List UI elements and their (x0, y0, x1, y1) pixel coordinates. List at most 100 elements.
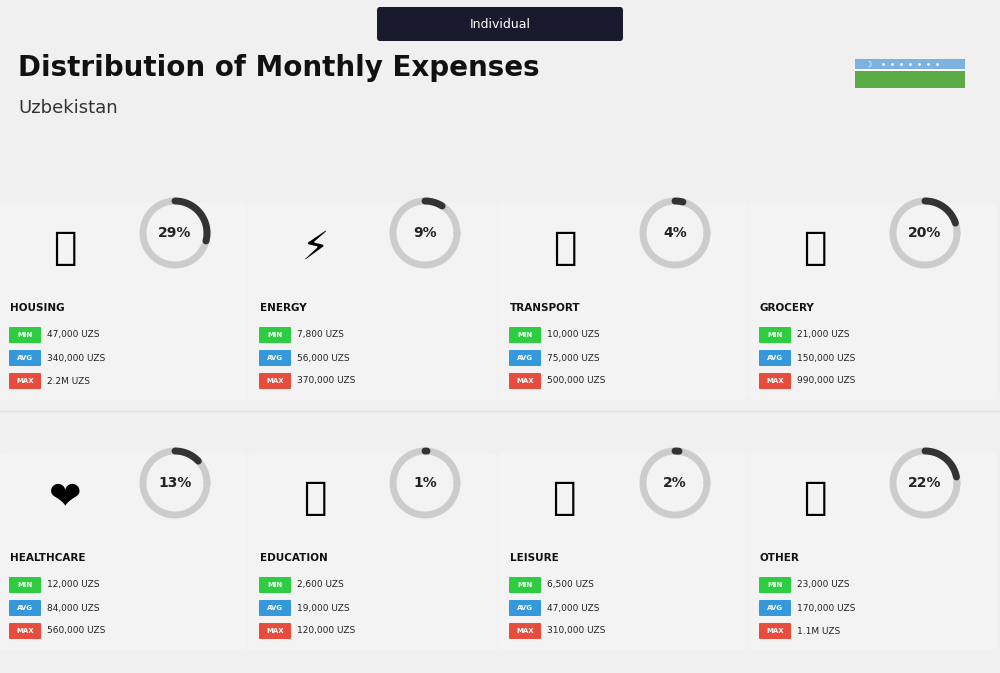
Text: 170,000 UZS: 170,000 UZS (797, 604, 855, 612)
Text: 310,000 UZS: 310,000 UZS (547, 627, 605, 635)
FancyBboxPatch shape (748, 203, 997, 400)
Text: 23,000 UZS: 23,000 UZS (797, 581, 850, 590)
Text: 6,500 UZS: 6,500 UZS (547, 581, 594, 590)
Text: 47,000 UZS: 47,000 UZS (47, 330, 100, 339)
FancyBboxPatch shape (248, 203, 497, 400)
Text: 10,000 UZS: 10,000 UZS (547, 330, 600, 339)
Text: MIN: MIN (267, 582, 283, 588)
FancyBboxPatch shape (259, 600, 291, 616)
Text: 20%: 20% (908, 226, 942, 240)
Text: Individual: Individual (470, 17, 530, 30)
Text: MAX: MAX (766, 378, 784, 384)
Text: AVG: AVG (267, 355, 283, 361)
Text: ☽: ☽ (864, 60, 872, 69)
FancyBboxPatch shape (759, 577, 791, 593)
Text: 12,000 UZS: 12,000 UZS (47, 581, 100, 590)
Text: TRANSPORT: TRANSPORT (510, 303, 581, 313)
Text: 🎓: 🎓 (303, 479, 327, 517)
Text: MIN: MIN (17, 332, 33, 338)
FancyBboxPatch shape (855, 71, 965, 88)
FancyBboxPatch shape (759, 327, 791, 343)
Text: AVG: AVG (17, 355, 33, 361)
FancyBboxPatch shape (9, 577, 41, 593)
Text: HOUSING: HOUSING (10, 303, 65, 313)
FancyBboxPatch shape (855, 59, 965, 69)
Text: 370,000 UZS: 370,000 UZS (297, 376, 355, 386)
Text: AVG: AVG (267, 605, 283, 611)
Text: 2.2M UZS: 2.2M UZS (47, 376, 90, 386)
FancyBboxPatch shape (259, 577, 291, 593)
Text: MAX: MAX (16, 378, 34, 384)
FancyBboxPatch shape (509, 373, 541, 389)
FancyBboxPatch shape (259, 373, 291, 389)
FancyBboxPatch shape (759, 373, 791, 389)
Text: 22%: 22% (908, 476, 942, 490)
Text: MAX: MAX (266, 378, 284, 384)
Text: AVG: AVG (517, 355, 533, 361)
FancyBboxPatch shape (259, 350, 291, 366)
Text: GROCERY: GROCERY (760, 303, 815, 313)
Text: 29%: 29% (158, 226, 192, 240)
Text: 21,000 UZS: 21,000 UZS (797, 330, 850, 339)
Text: 👜: 👜 (803, 479, 827, 517)
Text: 7,800 UZS: 7,800 UZS (297, 330, 344, 339)
Text: 19,000 UZS: 19,000 UZS (297, 604, 350, 612)
FancyBboxPatch shape (259, 623, 291, 639)
Text: MIN: MIN (267, 332, 283, 338)
Text: 1.1M UZS: 1.1M UZS (797, 627, 840, 635)
Text: AVG: AVG (767, 605, 783, 611)
Text: ENERGY: ENERGY (260, 303, 307, 313)
Text: 🛍️: 🛍️ (553, 479, 577, 517)
FancyBboxPatch shape (259, 327, 291, 343)
Text: 84,000 UZS: 84,000 UZS (47, 604, 100, 612)
Text: EDUCATION: EDUCATION (260, 553, 328, 563)
FancyBboxPatch shape (509, 600, 541, 616)
Text: MAX: MAX (516, 378, 534, 384)
Text: MIN: MIN (517, 582, 533, 588)
Text: 2%: 2% (663, 476, 687, 490)
Text: 1%: 1% (413, 476, 437, 490)
Text: 560,000 UZS: 560,000 UZS (47, 627, 105, 635)
FancyBboxPatch shape (0, 453, 247, 650)
Text: 47,000 UZS: 47,000 UZS (547, 604, 600, 612)
Text: 🚌: 🚌 (553, 229, 577, 267)
Text: 120,000 UZS: 120,000 UZS (297, 627, 355, 635)
FancyBboxPatch shape (759, 600, 791, 616)
Text: 990,000 UZS: 990,000 UZS (797, 376, 855, 386)
Text: MAX: MAX (266, 628, 284, 634)
Text: LEISURE: LEISURE (510, 553, 559, 563)
FancyBboxPatch shape (377, 7, 623, 41)
Text: AVG: AVG (517, 605, 533, 611)
FancyBboxPatch shape (248, 453, 497, 650)
Text: 🏢: 🏢 (53, 229, 77, 267)
FancyBboxPatch shape (9, 327, 41, 343)
Text: 2,600 UZS: 2,600 UZS (297, 581, 344, 590)
FancyBboxPatch shape (509, 623, 541, 639)
Text: MAX: MAX (16, 628, 34, 634)
Text: 🛒: 🛒 (803, 229, 827, 267)
Text: 75,000 UZS: 75,000 UZS (547, 353, 600, 363)
Text: MAX: MAX (766, 628, 784, 634)
Text: HEALTHCARE: HEALTHCARE (10, 553, 86, 563)
FancyBboxPatch shape (509, 327, 541, 343)
Text: MIN: MIN (517, 332, 533, 338)
Text: ⚡: ⚡ (301, 229, 329, 267)
Text: 13%: 13% (158, 476, 192, 490)
FancyBboxPatch shape (9, 623, 41, 639)
FancyBboxPatch shape (748, 453, 997, 650)
Text: 150,000 UZS: 150,000 UZS (797, 353, 855, 363)
FancyBboxPatch shape (498, 453, 747, 650)
Text: 9%: 9% (413, 226, 437, 240)
FancyBboxPatch shape (855, 69, 965, 71)
Text: 340,000 UZS: 340,000 UZS (47, 353, 105, 363)
Text: AVG: AVG (17, 605, 33, 611)
Text: AVG: AVG (767, 355, 783, 361)
FancyBboxPatch shape (9, 373, 41, 389)
FancyBboxPatch shape (0, 203, 247, 400)
Text: Distribution of Monthly Expenses: Distribution of Monthly Expenses (18, 54, 540, 82)
Text: 4%: 4% (663, 226, 687, 240)
Text: MIN: MIN (17, 582, 33, 588)
FancyBboxPatch shape (9, 350, 41, 366)
Text: 500,000 UZS: 500,000 UZS (547, 376, 605, 386)
Text: Uzbekistan: Uzbekistan (18, 99, 118, 117)
